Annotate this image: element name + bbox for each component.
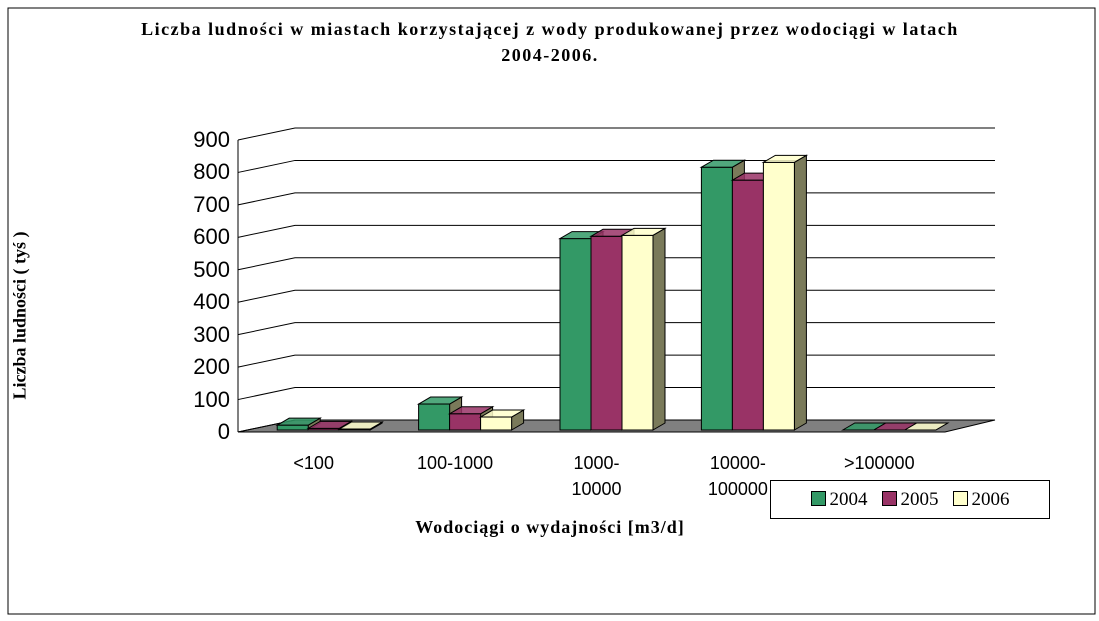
y-tick-label: 700	[193, 191, 230, 217]
bar-top	[416, 396, 464, 405]
legend-swatch	[810, 490, 826, 506]
bar-top	[620, 227, 667, 236]
bar-side	[793, 154, 807, 431]
legend-label: 2004	[829, 488, 868, 510]
bar-top	[478, 409, 526, 418]
grid-line	[237, 192, 995, 206]
legend-item: 2004	[810, 488, 868, 511]
y-tick-label: 300	[193, 321, 230, 347]
bar	[621, 234, 654, 431]
bar	[276, 424, 309, 431]
bar-top	[447, 406, 495, 415]
legend-swatch	[881, 490, 897, 506]
bar-top	[306, 420, 354, 429]
x-tick-label: >100000	[844, 453, 915, 473]
bar-side	[652, 227, 666, 431]
bar	[559, 238, 592, 431]
x-tick-label: 10000-100000	[707, 453, 768, 499]
bar	[418, 403, 451, 431]
bar	[700, 166, 733, 431]
y-tick-label: 800	[193, 159, 230, 185]
y-tick-label: 500	[193, 256, 230, 282]
x-tick-label: 1000-10000	[571, 453, 622, 499]
x-tick-label: <100	[293, 453, 334, 473]
y-tick-label: 900	[193, 127, 230, 152]
legend: 2004 2005 2006	[770, 480, 1050, 519]
x-axis-title: Wodociągi o wydajności [m3/d]	[415, 517, 685, 537]
bar-top	[761, 154, 809, 163]
bar-top	[699, 159, 747, 168]
grid-line	[237, 127, 995, 141]
x-tick-label: 100-1000	[417, 453, 494, 473]
legend-item: 2005	[881, 488, 939, 511]
chart-title: Liczba ludności w miastach korzystającej…	[141, 19, 959, 65]
y-tick-label: 600	[193, 224, 230, 250]
bar	[590, 235, 623, 431]
legend-swatch	[952, 490, 968, 506]
bar	[480, 416, 513, 431]
legend-label: 2006	[971, 488, 1010, 510]
y-tick-label: 200	[193, 354, 230, 380]
grid-line	[237, 159, 995, 173]
legend-item: 2006	[952, 488, 1010, 511]
bar	[762, 161, 795, 431]
y-axis-title: Liczba ludności ( tyś )	[9, 231, 30, 400]
bar-top	[275, 417, 323, 426]
y-tick-label: 100	[193, 386, 230, 412]
bar-top	[902, 422, 950, 431]
bar	[731, 179, 764, 431]
bar-top	[337, 421, 385, 430]
y-tick-label: 0	[217, 419, 230, 444]
legend-label: 2005	[900, 488, 939, 510]
chart-border	[7, 7, 1096, 615]
y-tick-label: 400	[193, 289, 230, 315]
bar	[449, 413, 482, 431]
